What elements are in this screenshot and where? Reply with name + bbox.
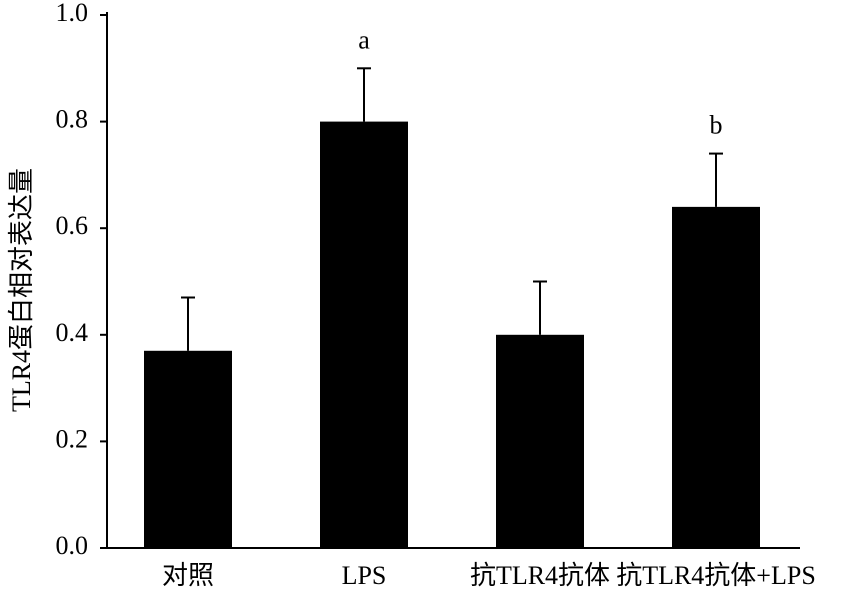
y-tick-label: 0.2 bbox=[56, 424, 89, 453]
x-tick-label: 抗TLR4抗体+LPS bbox=[616, 561, 816, 590]
y-tick-label: 0.4 bbox=[56, 318, 89, 347]
bar bbox=[144, 350, 232, 548]
y-tick-label: 1.0 bbox=[56, 0, 89, 27]
x-tick-label: 抗TLR4抗体 bbox=[470, 561, 610, 590]
y-axis-label: TLR4蛋白相对表达量 bbox=[7, 168, 36, 412]
bar bbox=[672, 206, 760, 548]
y-tick-label: 0.6 bbox=[56, 211, 89, 240]
x-tick-label: 对照 bbox=[162, 561, 214, 590]
y-tick-label: 0.8 bbox=[56, 105, 89, 134]
annotation: a bbox=[358, 25, 370, 54]
x-tick-label: LPS bbox=[342, 561, 387, 590]
annotation: b bbox=[710, 111, 723, 140]
bar bbox=[496, 334, 584, 548]
bar bbox=[320, 121, 408, 548]
y-tick-label: 0.0 bbox=[56, 531, 89, 560]
